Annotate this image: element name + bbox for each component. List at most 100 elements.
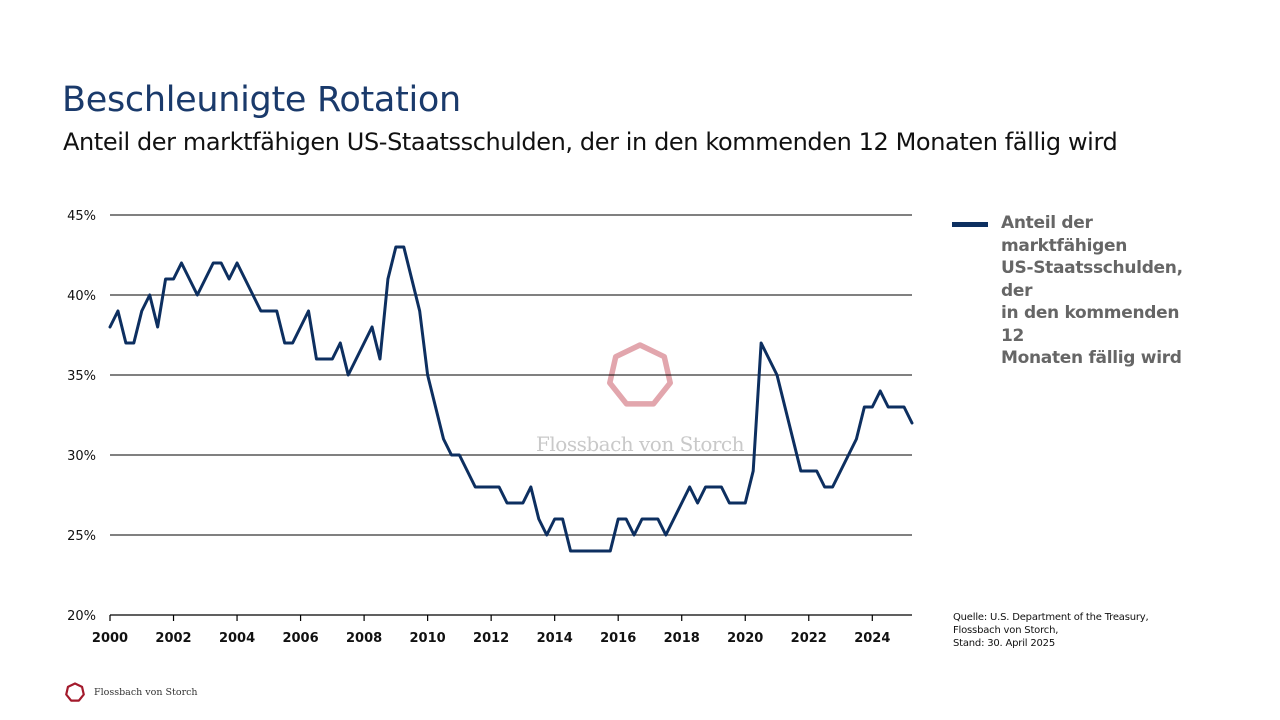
x-tick-label: 2018 (664, 631, 700, 646)
data-point (744, 502, 747, 504)
watermark-logo-icon (607, 342, 673, 407)
data-point (903, 406, 905, 408)
data-point (879, 390, 882, 392)
data-point (148, 294, 151, 296)
data-point (236, 262, 238, 264)
legend: Anteil der marktfähigen US-Staatsschulde… (952, 212, 1192, 370)
data-point (244, 278, 246, 280)
heptagon-logo-icon (65, 682, 85, 702)
series-layer (108, 245, 914, 553)
data-point (283, 342, 286, 344)
data-point (418, 310, 421, 312)
data-point (625, 518, 627, 520)
data-point (315, 358, 318, 360)
data-point (776, 374, 778, 376)
data-point (212, 262, 215, 264)
data-point (696, 502, 699, 504)
data-point (498, 486, 500, 488)
data-point (728, 502, 731, 504)
data-point (410, 278, 413, 280)
legend-label-line: Anteil der (1001, 213, 1093, 233)
data-point (672, 518, 675, 520)
y-tick-label: 30% (67, 449, 96, 464)
legend-label-line: US-Staatsschulden, der (1001, 258, 1183, 301)
data-point (291, 342, 294, 344)
data-point (720, 486, 723, 488)
data-point (474, 486, 477, 488)
data-point (800, 470, 802, 472)
data-point (188, 278, 191, 280)
data-point (641, 518, 643, 520)
data-point (839, 470, 842, 472)
data-point (760, 342, 762, 344)
data-point (228, 278, 230, 280)
legend-label-line: marktfähigen (1001, 235, 1128, 256)
data-point (752, 470, 754, 472)
data-point (537, 518, 540, 520)
data-point (299, 326, 302, 328)
data-point (125, 342, 127, 344)
series-line (108, 245, 914, 553)
chart-title: Beschleunigte Rotation (62, 80, 461, 120)
data-point (593, 550, 596, 552)
data-point (117, 310, 119, 312)
data-point (887, 406, 889, 408)
grid-layer (110, 214, 912, 536)
watermark-heptagon (607, 342, 673, 407)
data-point (403, 246, 405, 248)
data-point (307, 310, 310, 312)
data-point (784, 406, 786, 408)
data-point (323, 358, 326, 360)
data-point (172, 278, 175, 280)
data-point (140, 310, 143, 312)
x-tick-label: 2002 (155, 631, 191, 646)
data-point (339, 342, 342, 344)
data-point (490, 486, 492, 488)
x-tick-label: 2004 (219, 631, 255, 646)
data-point (585, 550, 588, 552)
data-point (792, 438, 794, 440)
x-axis (109, 614, 912, 621)
data-point (331, 358, 334, 360)
data-point (665, 534, 667, 536)
x-tick-label: 2010 (410, 631, 446, 646)
data-point (601, 550, 604, 552)
data-point (196, 294, 199, 296)
x-tick-label: 2020 (727, 631, 763, 646)
source-note: Quelle: U.S. Department of the Treasury,… (953, 611, 1193, 650)
source-line: Stand: 30. April 2025 (953, 638, 1055, 649)
y-tick-label: 40% (67, 289, 96, 304)
legend-swatch (952, 222, 988, 227)
data-point (831, 486, 834, 488)
data-point (260, 310, 262, 312)
footer-brand: Flossbach von Storch (94, 686, 198, 698)
x-tick-label: 2000 (92, 631, 128, 646)
data-point (442, 438, 445, 440)
data-point (275, 310, 278, 312)
x-tick-label: 2006 (282, 631, 318, 646)
data-point (466, 470, 469, 472)
data-point (482, 486, 485, 488)
data-point (450, 454, 453, 456)
data-point (458, 454, 461, 456)
data-point (704, 486, 707, 488)
data-point (911, 422, 913, 424)
data-point (371, 326, 373, 328)
data-point (347, 374, 350, 376)
data-point (823, 486, 826, 488)
source-line: Quelle: U.S. Department of the Treasury, (953, 612, 1149, 623)
x-tick-label: 2008 (346, 631, 382, 646)
data-point (204, 278, 207, 280)
data-point (863, 406, 866, 408)
data-point (387, 278, 389, 280)
y-tick-label: 45% (67, 209, 96, 224)
x-tick-label: 2024 (854, 631, 890, 646)
data-point (815, 470, 818, 472)
data-point (426, 374, 429, 376)
data-point (109, 326, 111, 328)
watermark-text: Flossbach von Storch (536, 432, 745, 456)
footer-logo: Flossbach von Storch (64, 681, 198, 703)
data-point (522, 502, 524, 504)
y-tick-label: 25% (67, 529, 96, 544)
